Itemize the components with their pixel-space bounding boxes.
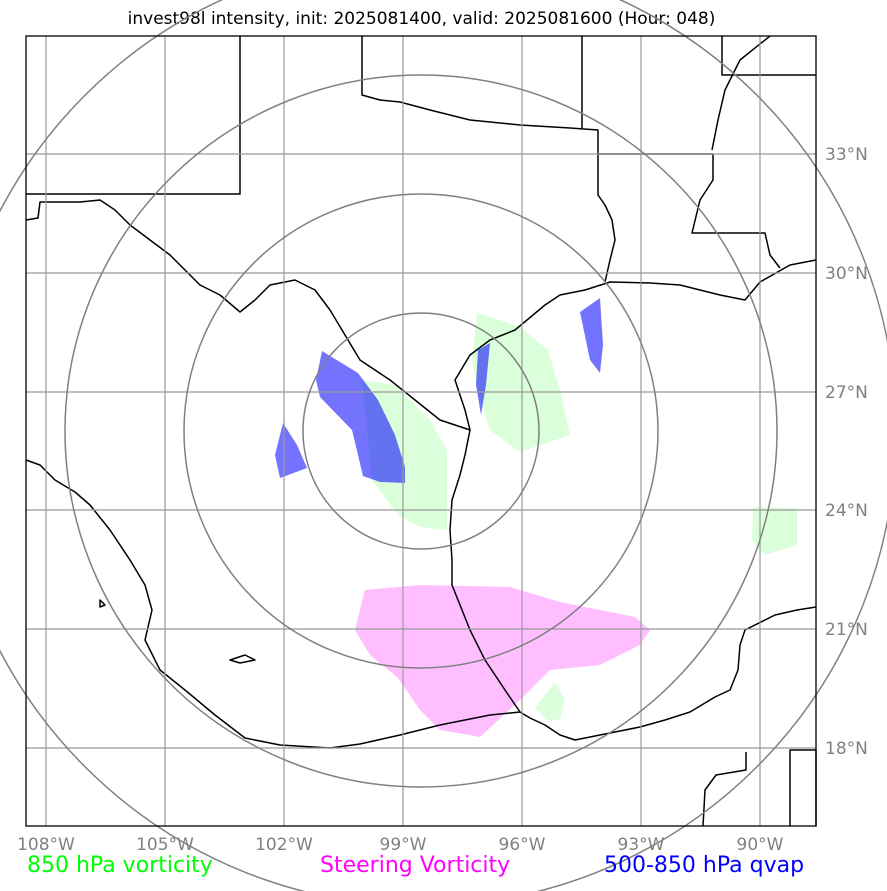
qvap-shading [275, 298, 603, 483]
steering-shading [355, 585, 650, 737]
graticule [26, 36, 816, 826]
coastlines [25, 35, 817, 827]
legend-steering: Steering Vorticity [320, 853, 511, 878]
lat-tick-label: 30°N [825, 264, 868, 284]
lon-tick-label: 99°W [380, 835, 427, 855]
lat-tick-label: 21°N [825, 620, 868, 640]
lat-tick-label: 33°N [825, 145, 868, 165]
lat-tick-label: 24°N [825, 501, 868, 521]
lat-tick-label: 18°N [825, 739, 868, 759]
lon-tick-label: 108°W [17, 835, 75, 855]
range-ring [64, 74, 778, 788]
lon-tick-label: 105°W [136, 835, 194, 855]
lon-tick-labels: 108°W 105°W 102°W 99°W 96°W 93°W 90°W [17, 835, 784, 855]
lon-tick-label: 96°W [499, 835, 546, 855]
lon-tick-label: 102°W [255, 835, 313, 855]
map-title: invest98l intensity, init: 2025081400, v… [127, 9, 716, 29]
legend-vort850: 850 hPa vorticity [27, 853, 213, 878]
range-ring [302, 312, 540, 550]
lat-tick-labels: 33°N 30°N 27°N 24°N 21°N 18°N [825, 145, 868, 759]
range-ring [183, 193, 659, 669]
lon-tick-label: 93°W [618, 835, 665, 855]
lon-tick-label: 90°W [737, 835, 784, 855]
lat-tick-label: 27°N [825, 383, 868, 403]
map-frame [25, 35, 817, 827]
legend-qvap: 500-850 hPa qvap [604, 853, 805, 878]
